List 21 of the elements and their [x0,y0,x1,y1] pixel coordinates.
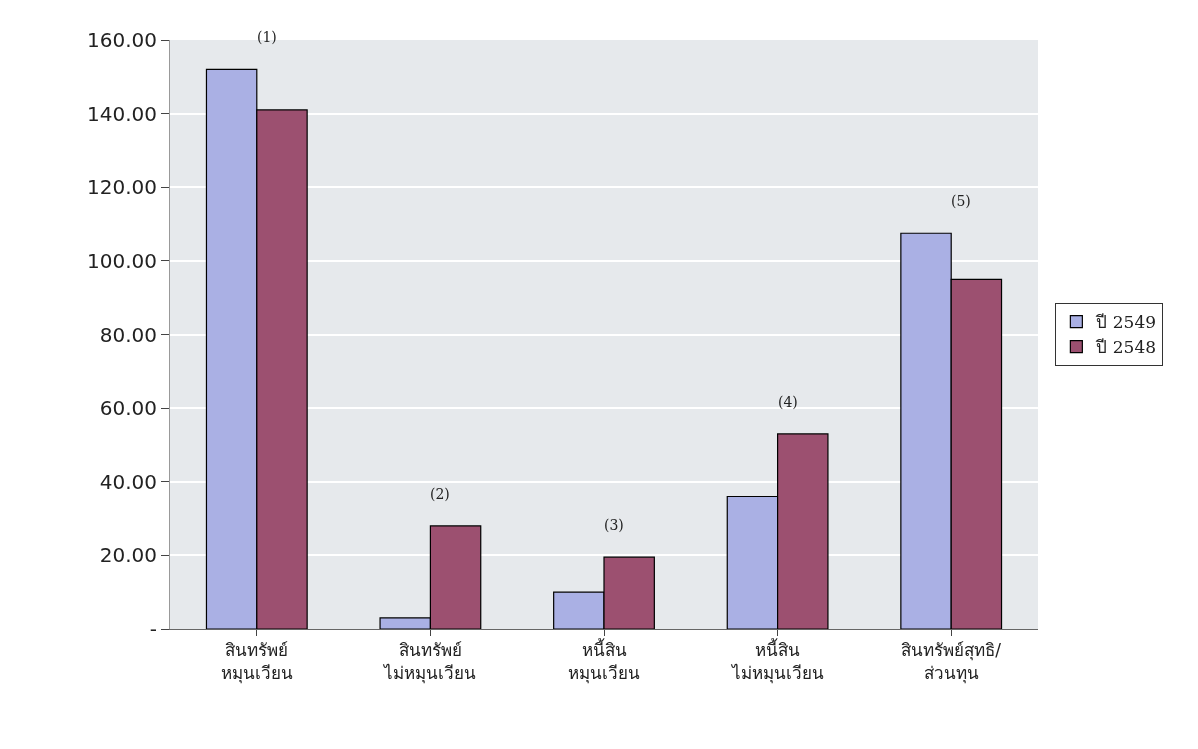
y-tick-label: 40.00 [99,469,157,494]
y-tick-label: 140.00 [87,101,157,126]
y-tick-label: 80.00 [99,322,157,347]
legend-label: ปี 2548 [1095,337,1157,358]
y-tick-label: 60.00 [99,396,157,421]
y-tick-label: 20.00 [99,543,157,568]
y-tick-label: 160.00 [87,28,157,52]
y-tick-label: 120.00 [87,175,157,200]
annotation: (4) [778,394,798,410]
annotation: (1) [257,29,277,45]
y-tick-label: 100.00 [87,248,157,273]
annotation: (5) [951,193,971,209]
x-tick-label: สินทรัพย์สุทธิ/ ส่วนทุน [901,640,1002,684]
x-tick-label: สินทรัพย์ หมุนเวียน [220,640,293,684]
legend-label: ปี 2549 [1095,312,1157,333]
x-tick-label: หนี้สิน ไม่หมุนเวียน [729,638,824,684]
annotation: (3) [604,517,624,533]
annotation: (2) [430,486,450,502]
y-tick-label: - [149,617,157,641]
x-tick-label: สินทรัพย์ ไม่หมุนเวียน [382,640,477,684]
x-tick-label: หนี้สิน หมุนเวียน [568,638,640,684]
